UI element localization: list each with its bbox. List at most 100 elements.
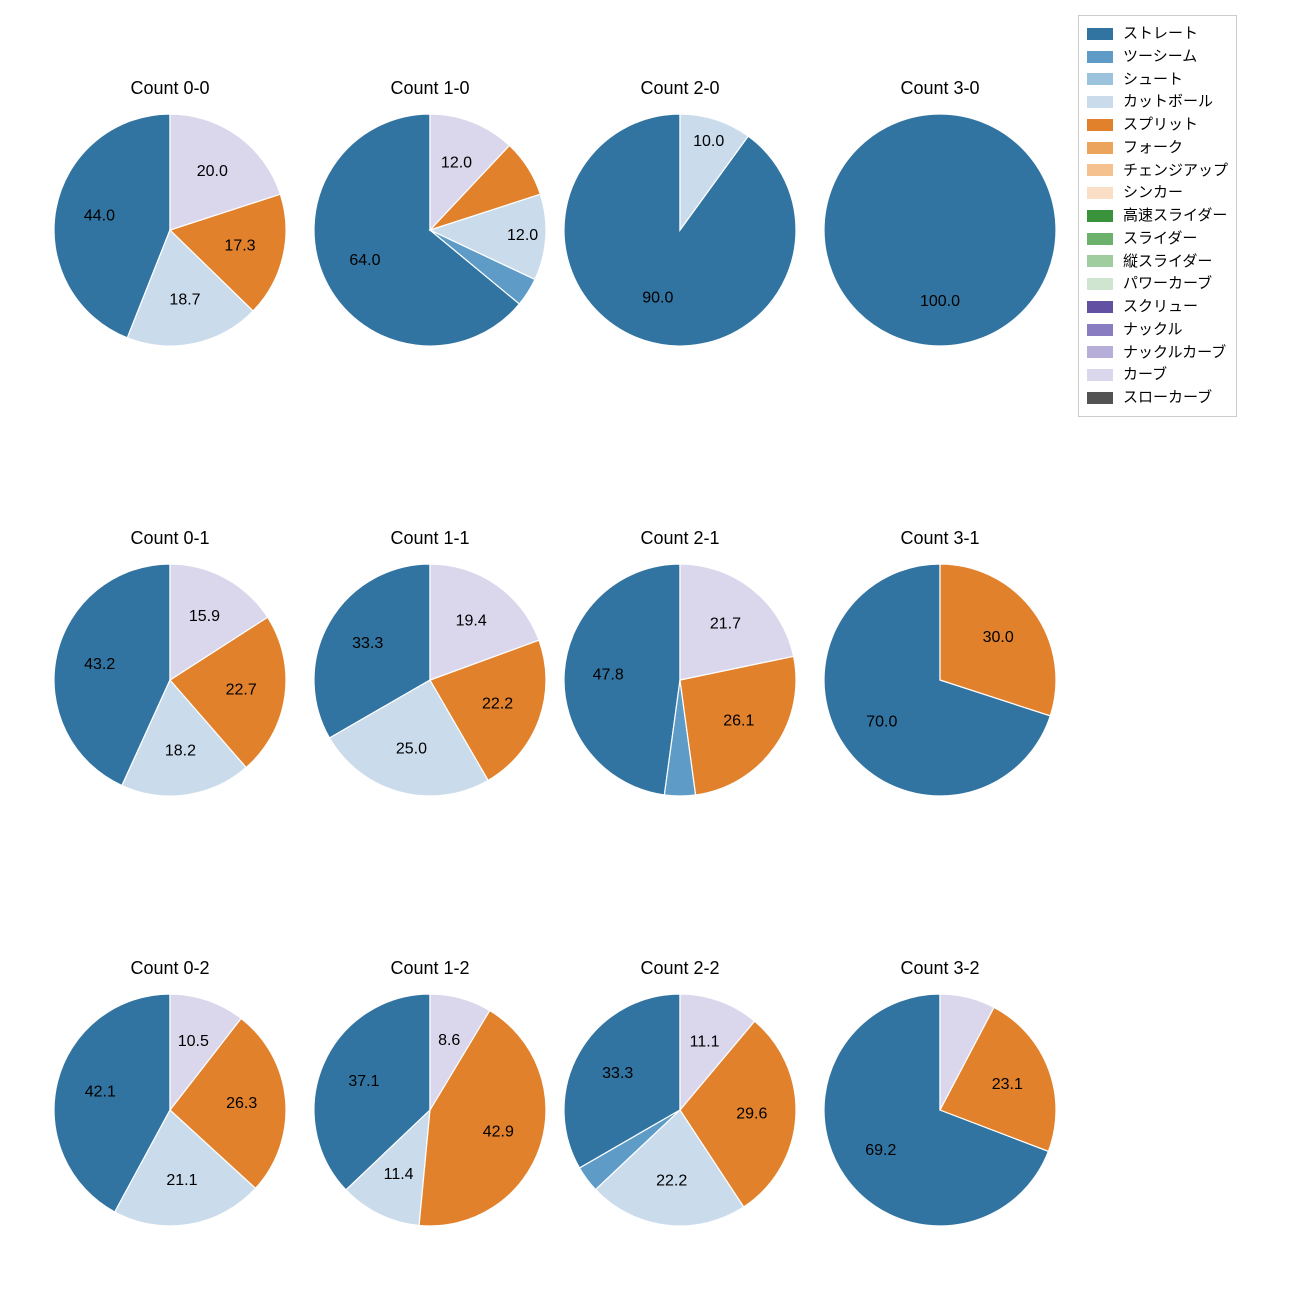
legend-item: スローカーブ: [1087, 387, 1228, 409]
pie-svg: 100.0: [820, 110, 1060, 350]
legend-label: 縦スライダー: [1123, 251, 1212, 273]
legend-label: カーブ: [1123, 364, 1167, 386]
slice-label: 22.7: [226, 681, 257, 698]
legend-label: ナックル: [1123, 319, 1183, 341]
pie-chart: Count 3-0100.0: [820, 110, 1060, 350]
slice-label: 33.3: [352, 635, 383, 652]
slice-label: 70.0: [866, 714, 897, 731]
legend-swatch: [1087, 278, 1113, 290]
legend-label: カットボール: [1123, 91, 1213, 113]
slice-label: 26.1: [723, 713, 754, 730]
slice-label: 100.0: [920, 293, 960, 310]
pie-svg: 43.218.222.715.9: [50, 560, 290, 800]
pie-svg: 33.322.229.611.1: [560, 990, 800, 1230]
slice-label: 22.2: [656, 1173, 687, 1190]
legend-label: スローカーブ: [1123, 387, 1212, 409]
pie-chart: Count 1-133.325.022.219.4: [310, 560, 550, 800]
pie-chart: Count 2-090.010.0: [560, 110, 800, 350]
legend-swatch: [1087, 51, 1113, 63]
legend-item: ツーシーム: [1087, 46, 1228, 68]
slice-label: 20.0: [197, 163, 228, 180]
legend-item: スクリュー: [1087, 296, 1228, 318]
legend-item: シンカー: [1087, 182, 1228, 204]
slice-label: 8.6: [438, 1032, 460, 1049]
slice-label: 10.0: [693, 133, 724, 150]
legend-label: ツーシーム: [1123, 46, 1197, 68]
legend-item: カットボール: [1087, 91, 1228, 113]
slice-label: 17.3: [224, 238, 255, 255]
legend-swatch: [1087, 96, 1113, 108]
slice-label: 43.2: [84, 656, 115, 673]
slice-label: 42.9: [483, 1124, 514, 1141]
pie-svg: 37.1 11.4 42.9 8.6: [310, 990, 550, 1230]
pie-title: Count 1-1: [310, 528, 550, 549]
pie-slice: [824, 114, 1056, 346]
pie-title: Count 2-0: [560, 78, 800, 99]
legend-label: ナックルカーブ: [1123, 342, 1226, 364]
pie-title: Count 0-0: [50, 78, 290, 99]
legend-item: パワーカーブ: [1087, 273, 1228, 295]
legend-item: カーブ: [1087, 364, 1228, 386]
slice-label: 15.9: [189, 608, 220, 625]
legend-swatch: [1087, 73, 1113, 85]
legend: ストレートツーシームシュートカットボールスプリットフォークチェンジアップシンカー…: [1078, 15, 1237, 417]
slice-label: 10.5: [178, 1033, 209, 1050]
legend-item: 高速スライダー: [1087, 205, 1228, 227]
pie-svg: 33.325.022.219.4: [310, 560, 550, 800]
legend-swatch: [1087, 142, 1113, 154]
legend-item: スプリット: [1087, 114, 1228, 136]
legend-swatch: [1087, 119, 1113, 131]
slice-label: 69.2: [865, 1142, 896, 1159]
slice-label: 22.2: [482, 696, 513, 713]
slice-label: 30.0: [983, 629, 1014, 646]
slice-label: 29.6: [736, 1105, 767, 1122]
legend-swatch: [1087, 233, 1113, 245]
pie-svg: 69.223.1: [820, 990, 1060, 1230]
legend-item: ストレート: [1087, 23, 1228, 45]
slice-label: 11.1: [690, 1034, 720, 1051]
pie-title: Count 3-2: [820, 958, 1060, 979]
pie-title: Count 0-2: [50, 958, 290, 979]
legend-label: パワーカーブ: [1123, 273, 1212, 295]
legend-label: スクリュー: [1123, 296, 1198, 318]
pie-svg: 64.012.012.0: [310, 110, 550, 350]
legend-label: シンカー: [1123, 182, 1183, 204]
pie-chart: Count 0-143.218.222.715.9: [50, 560, 290, 800]
pie-svg: 44.018.717.320.0: [50, 110, 290, 350]
legend-item: シュート: [1087, 69, 1228, 91]
pie-svg: 90.010.0: [560, 110, 800, 350]
slice-label: 37.1: [348, 1073, 379, 1090]
slice-label: 42.1: [85, 1084, 116, 1101]
legend-swatch: [1087, 187, 1113, 199]
pie-title: Count 0-1: [50, 528, 290, 549]
pie-chart: Count 0-044.018.717.320.0: [50, 110, 290, 350]
pie-title: Count 3-1: [820, 528, 1060, 549]
slice-label: 18.7: [169, 292, 200, 309]
pie-title: Count 3-0: [820, 78, 1060, 99]
pie-chart: Count 3-269.223.1: [820, 990, 1060, 1230]
slice-label: 21.7: [710, 615, 741, 632]
legend-item: チェンジアップ: [1087, 160, 1228, 182]
legend-label: スプリット: [1123, 114, 1198, 136]
slice-label: 11.4: [384, 1166, 414, 1183]
pie-svg: 70.0 30.0: [820, 560, 1060, 800]
legend-item: 縦スライダー: [1087, 251, 1228, 273]
legend-swatch: [1087, 28, 1113, 40]
slice-label: 19.4: [456, 612, 487, 629]
pie-title: Count 1-0: [310, 78, 550, 99]
legend-item: フォーク: [1087, 137, 1228, 159]
legend-label: シュート: [1123, 69, 1183, 91]
legend-swatch: [1087, 301, 1113, 313]
legend-swatch: [1087, 324, 1113, 336]
legend-swatch: [1087, 255, 1113, 267]
legend-label: スライダー: [1123, 228, 1197, 250]
pie-chart: Count 0-242.121.126.310.5: [50, 990, 290, 1230]
legend-item: ナックル: [1087, 319, 1228, 341]
legend-item: ナックルカーブ: [1087, 342, 1228, 364]
pie-svg: 42.121.126.310.5: [50, 990, 290, 1230]
legend-swatch: [1087, 392, 1113, 404]
legend-swatch: [1087, 346, 1113, 358]
pie-chart: Count 2-233.322.229.611.1: [560, 990, 800, 1230]
pie-chart: Count 1-064.012.012.0: [310, 110, 550, 350]
legend-item: スライダー: [1087, 228, 1228, 250]
